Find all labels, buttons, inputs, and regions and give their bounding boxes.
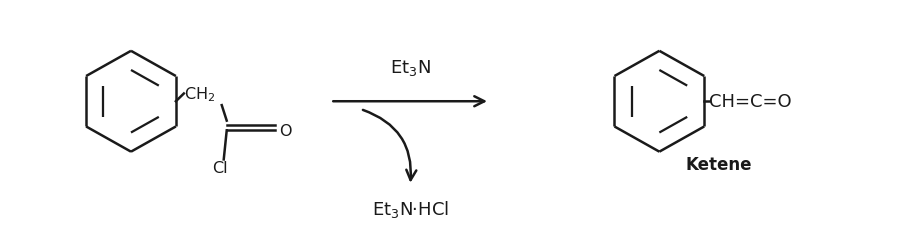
- Text: Et$_3$N: Et$_3$N: [390, 58, 430, 78]
- Text: Cl: Cl: [212, 160, 227, 175]
- Text: Et$_3$N·HCl: Et$_3$N·HCl: [371, 198, 448, 219]
- Text: CH=C=O: CH=C=O: [708, 93, 791, 111]
- Text: Ketene: Ketene: [686, 155, 751, 173]
- Text: O: O: [280, 123, 291, 138]
- Text: CH$_2$: CH$_2$: [184, 85, 215, 103]
- FancyArrowPatch shape: [363, 110, 416, 180]
